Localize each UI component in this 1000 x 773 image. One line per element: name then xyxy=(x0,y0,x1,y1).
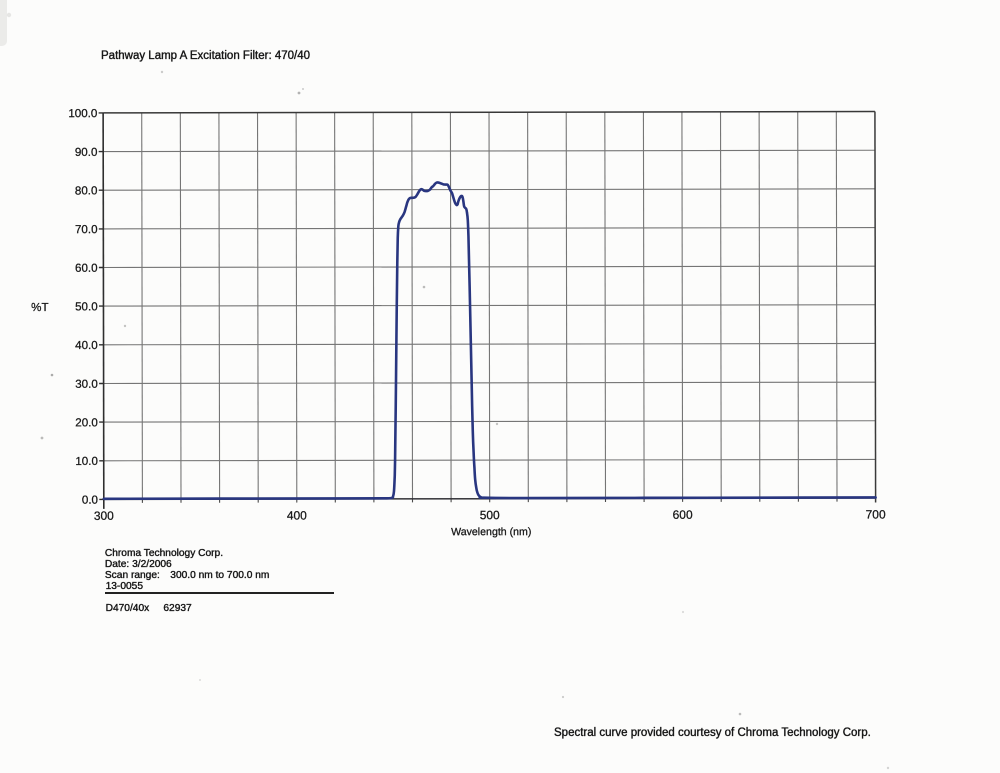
svg-text:80.0: 80.0 xyxy=(75,184,98,197)
svg-text:60.0: 60.0 xyxy=(75,262,98,275)
svg-text:90.0: 90.0 xyxy=(75,146,98,159)
svg-text:300: 300 xyxy=(94,509,114,523)
svg-text:%T: %T xyxy=(31,301,48,314)
svg-text:70.0: 70.0 xyxy=(75,223,98,236)
svg-text:30.0: 30.0 xyxy=(75,378,98,391)
svg-text:400: 400 xyxy=(287,508,307,522)
svg-text:700: 700 xyxy=(866,507,886,521)
svg-text:40.0: 40.0 xyxy=(75,339,98,352)
svg-text:50.0: 50.0 xyxy=(75,300,98,313)
svg-text:500: 500 xyxy=(480,508,500,522)
svg-text:20.0: 20.0 xyxy=(75,416,98,429)
svg-text:600: 600 xyxy=(673,508,693,522)
svg-text:100.0: 100.0 xyxy=(68,107,97,120)
svg-text:Wavelength (nm): Wavelength (nm) xyxy=(451,526,531,538)
svg-text:0.0: 0.0 xyxy=(82,494,98,507)
svg-text:10.0: 10.0 xyxy=(75,455,98,468)
